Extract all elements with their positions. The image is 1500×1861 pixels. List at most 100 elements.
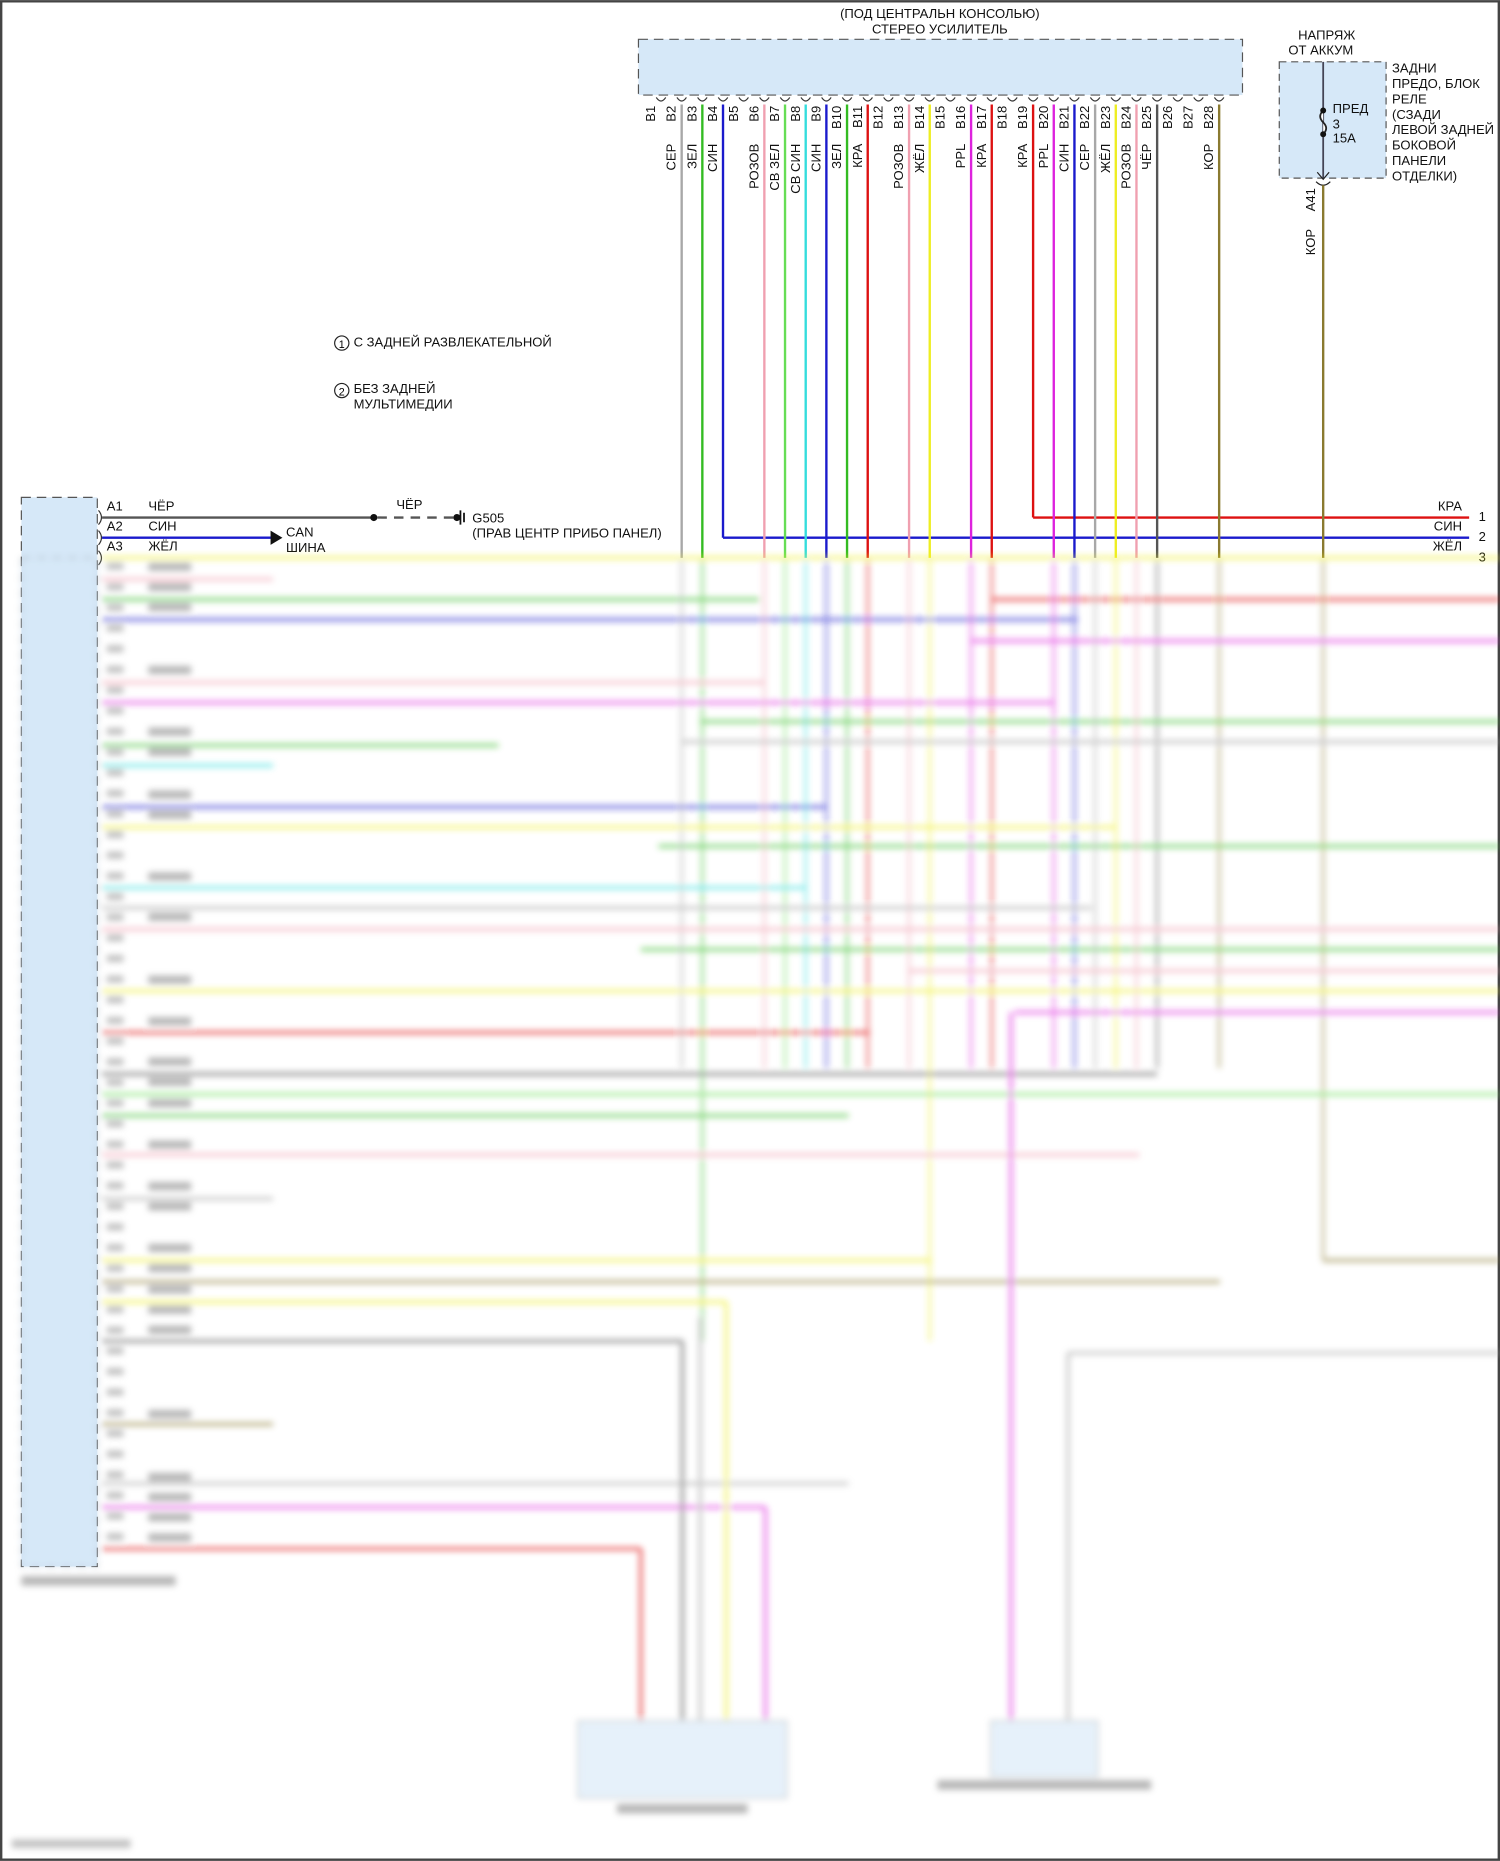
wire-color-label: СВ ЗЕЛ	[767, 144, 782, 191]
note-marker	[334, 335, 350, 351]
fuse-relay-block	[1278, 61, 1387, 179]
pin-label: B16	[953, 106, 968, 129]
fuse-block-location: ЗАДНИ	[1392, 61, 1437, 76]
pin-label: B18	[994, 106, 1009, 129]
fuse-block-location: (СЗАДИ	[1392, 107, 1441, 122]
pin-label: B28	[1201, 106, 1216, 129]
connector-socket	[738, 97, 749, 102]
ground-location: (ПРАВ ЦЕНТР ПРИБО ПАНЕЛ)	[472, 526, 661, 541]
pin-label: B13	[891, 106, 906, 129]
amplifier-title-line2: СТЕРЕО УСИЛИТЕЛЬ	[872, 21, 1008, 36]
wire-color-label: ЖЁЛ	[912, 144, 927, 173]
wire-color-label: СЕР	[1077, 143, 1092, 170]
connector-socket	[1213, 97, 1225, 102]
pin-label: B6	[746, 106, 761, 122]
fuse-block-location: РЕЛЕ	[1392, 91, 1427, 106]
wire-color-label: PPL	[1036, 144, 1051, 169]
wire-color-label: ЖЁЛ	[1098, 144, 1113, 173]
wire-color-label: СВ СИН	[788, 144, 803, 194]
wire-color-label: ЗЕЛ	[829, 144, 844, 169]
wire-color-label: СИН	[808, 144, 823, 172]
fuse-pin-label: A41	[1303, 188, 1318, 211]
arrow-icon	[270, 530, 283, 545]
connector-socket	[862, 97, 873, 102]
can-bus-label-line1: CAN	[286, 525, 314, 540]
fuse-block-location: ЛЕВОЙ ЗАДНЕЙ	[1392, 122, 1494, 137]
fuse-terminal	[1320, 107, 1327, 114]
note-number: 2	[339, 386, 345, 398]
wire-color-label: РОЗОВ	[891, 143, 906, 188]
pin-label: B20	[1036, 106, 1051, 129]
wire-color-label: КРА	[974, 143, 989, 167]
connector-socket	[1315, 181, 1331, 186]
wire-label: СИН	[148, 519, 176, 534]
pin-number: 2	[1479, 529, 1486, 544]
fuse-block-location: ПРЕДО, БЛОК	[1392, 76, 1480, 91]
wire-label: ЖЁЛ	[1433, 539, 1462, 554]
wire-color-label: ЗЕЛ	[684, 144, 699, 169]
pin-label: B15	[932, 106, 947, 129]
connector-socket	[1193, 97, 1204, 102]
arrow-icon	[1316, 171, 1330, 181]
pin-label: B19	[1015, 106, 1030, 129]
wire-color-label: СЕР	[664, 143, 679, 170]
pin-label: B11	[850, 106, 865, 128]
connector-socket	[986, 97, 997, 102]
pin-label: B22	[1077, 106, 1092, 129]
splice-dot	[370, 513, 378, 522]
wire-color-label: ЧЁР	[1139, 143, 1154, 169]
pin-label: B3	[684, 106, 699, 122]
wire-label: КРА	[1438, 498, 1462, 513]
supply-label-line2: ОТ АККУМ	[1288, 43, 1353, 58]
blurred-region	[11, 556, 1500, 1848]
connector-socket	[1172, 97, 1184, 102]
pin-label: B21	[1057, 106, 1072, 129]
connector-socket	[655, 97, 667, 102]
pin-label: B26	[1160, 106, 1175, 129]
connector-socket	[1110, 97, 1122, 102]
pin-label: B5	[726, 106, 741, 122]
fuse-block-location: ПАНЕЛИ	[1392, 153, 1446, 168]
pin-label: B12	[870, 106, 885, 129]
note-1: С ЗАДНЕЙ РАЗВЛЕКАТЕЛЬНОЙ	[354, 335, 552, 350]
connector-socket	[800, 97, 811, 102]
wire-color-label: СИН	[705, 144, 720, 172]
pin-label: A1	[107, 498, 123, 513]
connector-socket	[1131, 97, 1142, 102]
fuse-wire-label: КОР	[1303, 229, 1318, 256]
connector-socket	[924, 97, 935, 102]
pin-label: B1	[643, 106, 658, 122]
fuse-name: ПРЕД	[1333, 101, 1369, 116]
pin-label: B17	[974, 106, 989, 129]
connector-socket	[1069, 97, 1080, 102]
amplifier-title-line1: (ПОД ЦЕНТРАЛЬН КОНСОЛЬЮ)	[840, 6, 1040, 21]
pin-label: B27	[1181, 106, 1196, 129]
connector-socket	[965, 97, 977, 102]
pin-label: B2	[664, 106, 679, 122]
pin-label: B8	[788, 106, 803, 122]
supply-label-line1: НАПРЯЖ	[1298, 27, 1355, 42]
pin-label: B24	[1119, 106, 1134, 129]
pin-label: B23	[1098, 106, 1113, 129]
wire-color-label: РОЗОВ	[1119, 143, 1134, 188]
fuse-number: 3	[1333, 116, 1340, 131]
pin-label: B25	[1139, 106, 1154, 129]
connector-socket	[821, 97, 832, 102]
note-number: 1	[339, 339, 345, 351]
connector-socket	[1151, 97, 1163, 102]
wire-label: ЧЁР	[148, 498, 174, 513]
connector-socket	[1089, 97, 1101, 102]
note-marker	[334, 382, 350, 399]
wire-color-label: PPL	[953, 144, 968, 169]
connector-socket	[779, 97, 791, 102]
wire-label: СИН	[1434, 519, 1462, 534]
note-2-line1: БЕЗ ЗАДНЕЙ	[354, 381, 436, 396]
wire-color-label: РОЗОВ	[746, 143, 761, 188]
connector-socket	[1007, 97, 1018, 102]
pin-label: B10	[829, 106, 844, 129]
connector-socket	[697, 97, 708, 102]
connector-socket	[841, 97, 853, 102]
pin-label: A2	[107, 519, 123, 534]
wire-color-label: КРА	[850, 143, 865, 167]
